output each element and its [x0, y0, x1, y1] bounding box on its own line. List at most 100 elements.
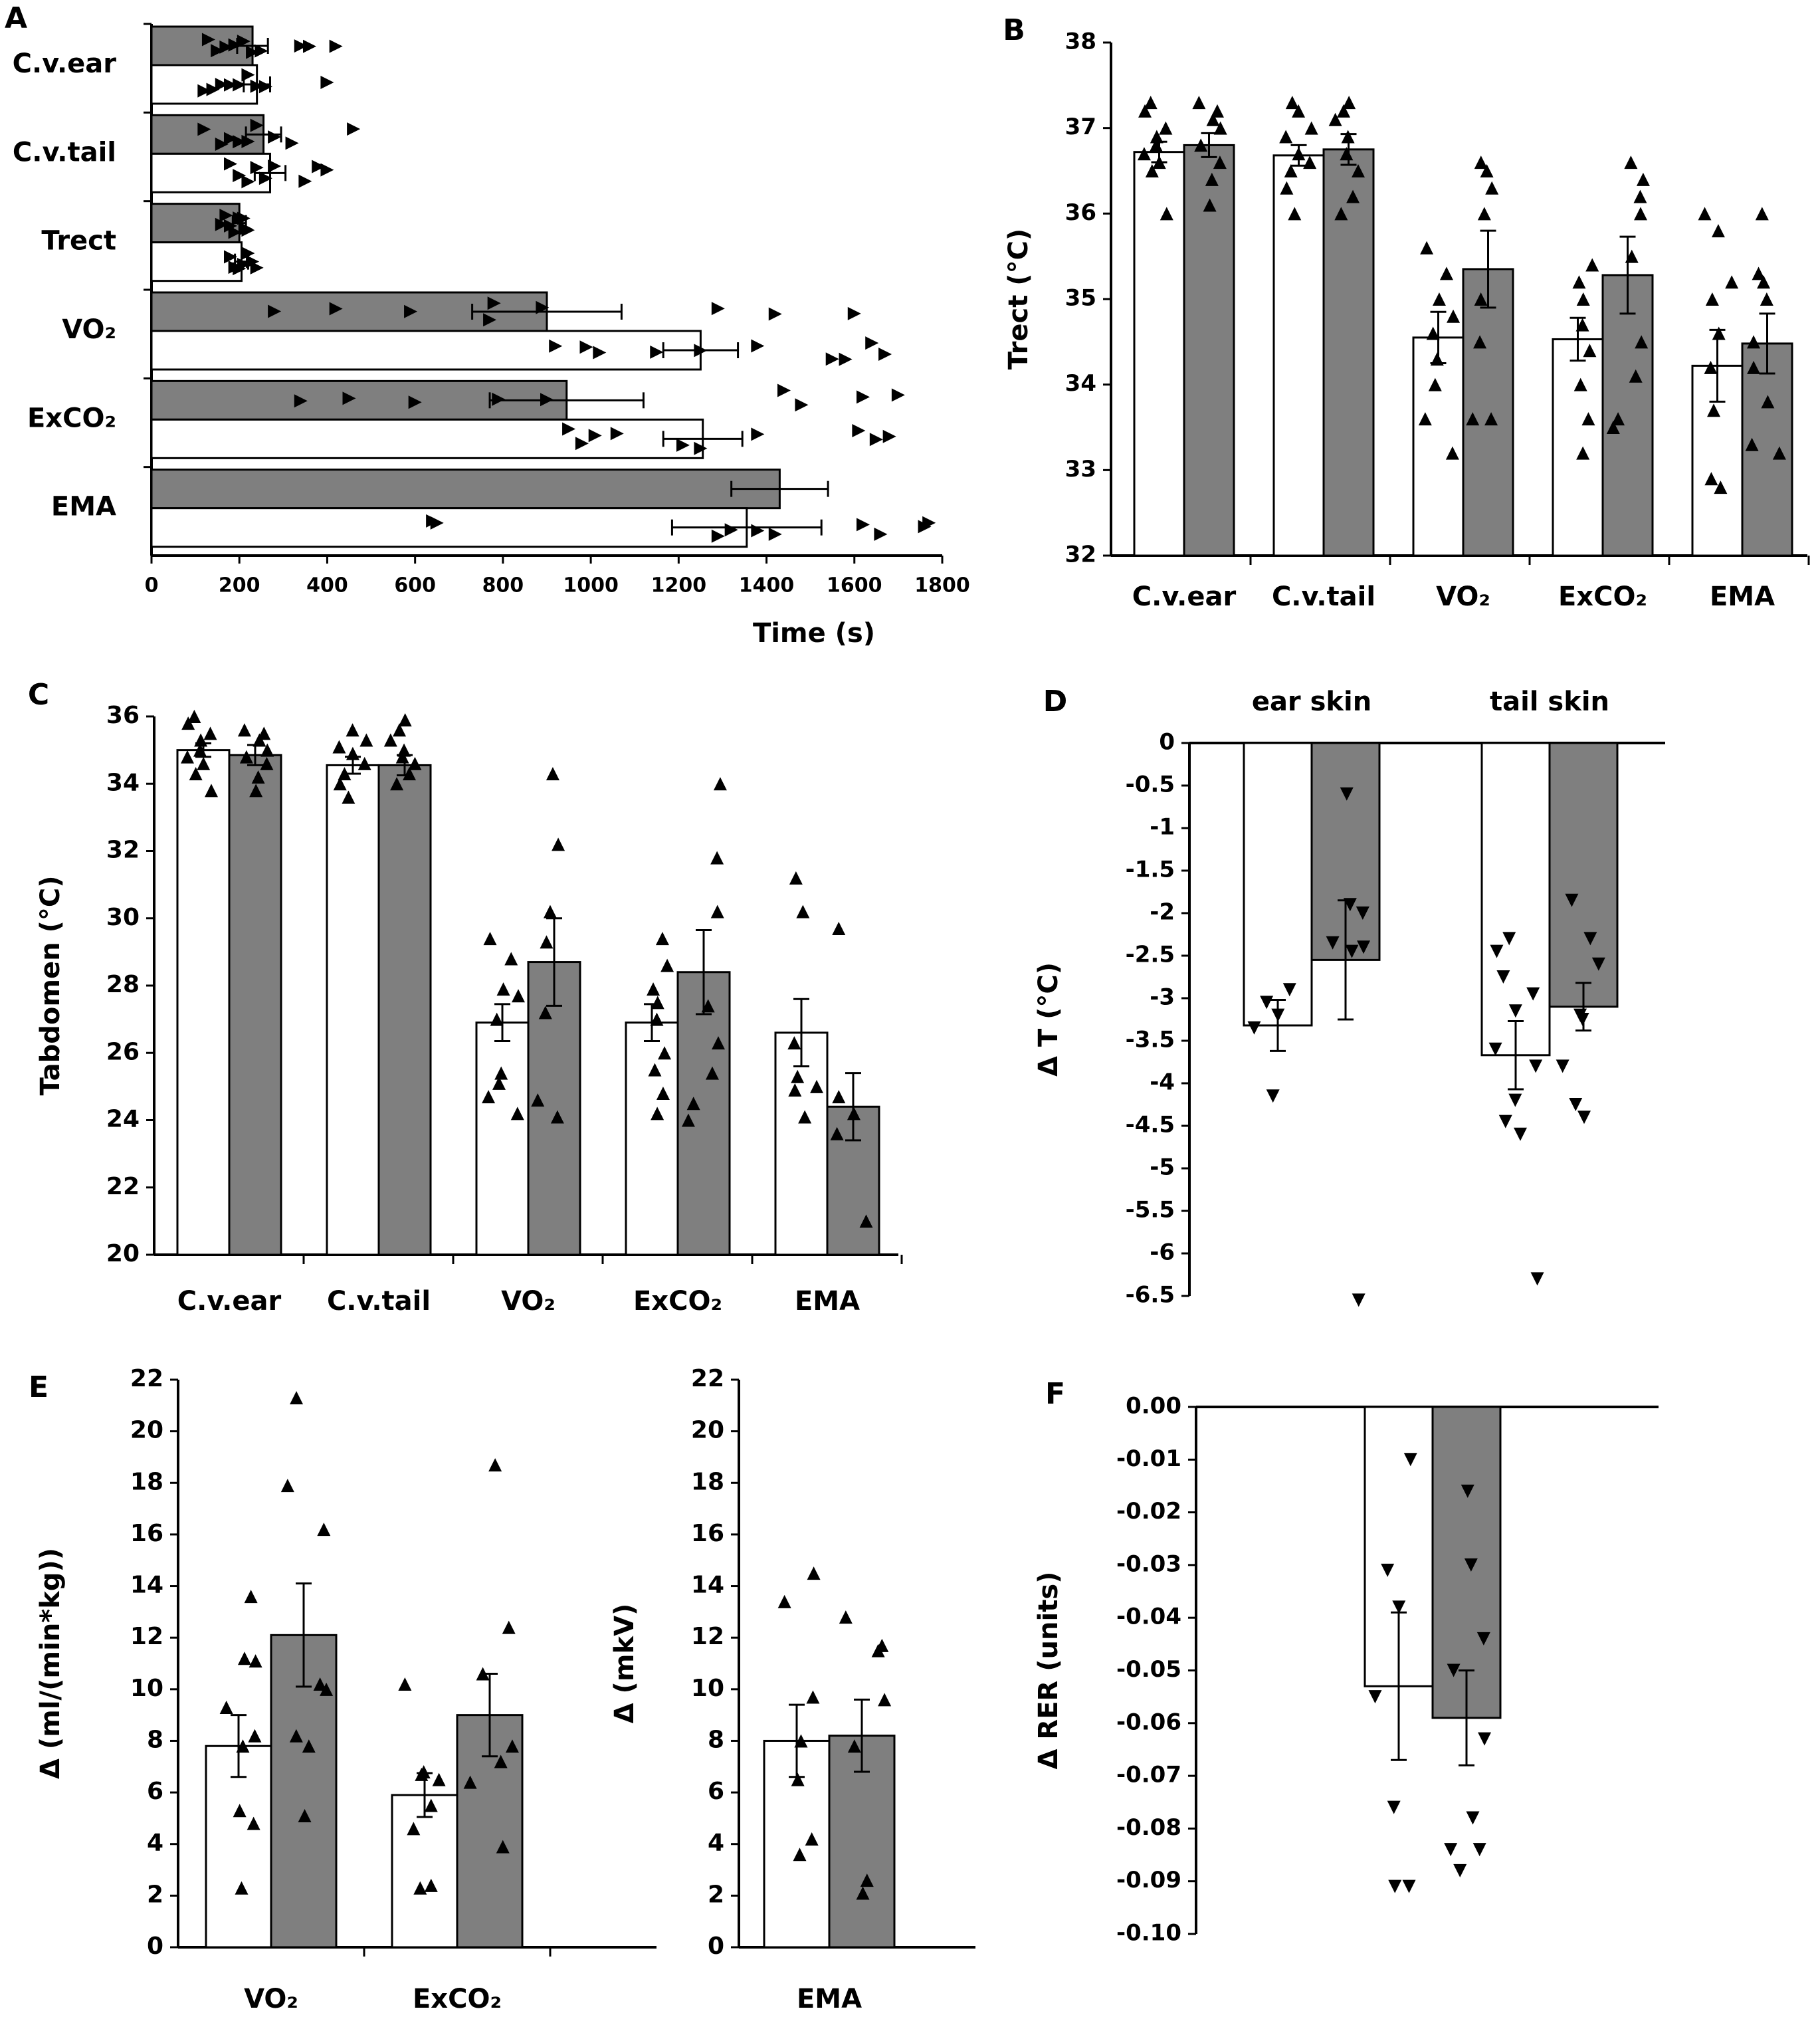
- F-point: [1453, 1863, 1467, 1877]
- E1-point: [237, 1651, 251, 1665]
- E1-point: [290, 1391, 304, 1405]
- A-point: [215, 78, 229, 92]
- C-point: [651, 1107, 664, 1120]
- B-point: [1304, 121, 1318, 135]
- E1-point: [488, 1458, 502, 1472]
- A-xtick-label: 400: [306, 574, 348, 597]
- B-ytick-label: 32: [1065, 542, 1096, 568]
- C-point: [552, 837, 565, 851]
- C-point: [490, 1012, 504, 1026]
- C-point: [189, 767, 203, 781]
- A-point: [847, 306, 861, 320]
- A-point: [347, 122, 361, 136]
- E1-ylabel: Δ (ml/(min*kg)): [35, 1548, 66, 1779]
- B-point: [1625, 249, 1639, 263]
- A-point: [224, 132, 237, 146]
- B-point: [1480, 164, 1494, 177]
- A-point: [562, 422, 576, 436]
- B-point: [1745, 437, 1759, 451]
- A-point: [922, 516, 936, 530]
- E1-ytick-label: 22: [130, 1365, 163, 1392]
- B-point: [1303, 156, 1317, 169]
- A-point: [650, 345, 664, 359]
- E2-point: [794, 1734, 808, 1748]
- D-ytick-label: -2: [1150, 899, 1175, 926]
- A-point: [724, 523, 738, 537]
- D-point: [1530, 1272, 1544, 1286]
- B-point: [1192, 96, 1206, 110]
- C-point: [710, 851, 724, 865]
- C-point: [810, 1079, 824, 1093]
- C-point: [395, 750, 409, 764]
- A-point: [237, 211, 251, 225]
- B-ytick-label: 38: [1065, 29, 1096, 55]
- B-point: [1466, 412, 1480, 426]
- B-point: [1342, 96, 1356, 110]
- E1-point: [235, 1881, 249, 1895]
- A-point: [825, 352, 839, 366]
- B-bar-open: [1552, 338, 1604, 557]
- C-bar-filled: [676, 971, 731, 1256]
- C-point: [239, 750, 253, 764]
- E2-point: [807, 1566, 821, 1580]
- E1-point: [289, 1729, 303, 1743]
- A-point: [246, 45, 260, 59]
- A-point: [711, 302, 725, 316]
- D-point: [1357, 940, 1371, 954]
- E1-point: [317, 1523, 331, 1537]
- C-point: [788, 1083, 802, 1097]
- B-point: [1160, 207, 1173, 221]
- A-point: [258, 171, 272, 185]
- F-ytick-label: -0.10: [1116, 1920, 1181, 1947]
- E2-ytick-label: 0: [708, 1933, 724, 1960]
- C-point: [512, 989, 526, 1003]
- E1-point: [313, 1677, 327, 1691]
- D-category-label: ear skin: [1252, 687, 1371, 717]
- F-point: [1478, 1732, 1492, 1746]
- C-point: [550, 1110, 564, 1124]
- F-ytick-label: -0.04: [1116, 1604, 1181, 1630]
- A-point: [751, 339, 765, 353]
- D-point: [1569, 1098, 1583, 1111]
- E2-ytick-label: 6: [708, 1778, 724, 1805]
- D-bar-open: [1243, 742, 1313, 1027]
- B-point: [1760, 292, 1773, 306]
- E1-category-label: ExCO₂: [413, 1984, 502, 2014]
- A-xtick-label: 1000: [563, 574, 619, 597]
- B-point: [1346, 189, 1360, 203]
- C-point: [359, 733, 373, 747]
- E1-point: [494, 1755, 508, 1768]
- A-point: [224, 157, 237, 171]
- C-ytick-label: 36: [106, 702, 140, 729]
- D-point: [1266, 1089, 1280, 1103]
- E2-ytick-label: 20: [691, 1417, 724, 1444]
- B-point: [1445, 446, 1459, 460]
- D-bar-open: [1480, 742, 1551, 1057]
- B-point: [1280, 181, 1294, 195]
- C-ytick-label: 28: [106, 971, 140, 998]
- A-point: [241, 247, 255, 261]
- E1-ytick-label: 0: [147, 1933, 163, 1960]
- A-bar-open: [150, 330, 702, 371]
- C-point: [249, 784, 263, 798]
- C-point: [543, 905, 557, 918]
- C-point: [342, 790, 355, 804]
- A-panel-label: A: [5, 1, 27, 35]
- C-category-label: EMA: [795, 1286, 860, 1317]
- C-point: [482, 1090, 496, 1104]
- D-ytick-label: -1.5: [1126, 857, 1175, 883]
- B-point: [1572, 275, 1586, 289]
- B-point: [1624, 156, 1638, 169]
- D-point: [1508, 1093, 1522, 1107]
- C-ytick-label: 30: [106, 904, 140, 931]
- B-point: [1485, 181, 1499, 195]
- B-point: [1159, 121, 1173, 135]
- B-category-label: C.v.tail: [1272, 582, 1375, 612]
- E2-point: [860, 1873, 874, 1887]
- B-point: [1761, 395, 1775, 409]
- D-ytick-label: -3: [1150, 984, 1175, 1011]
- A-point: [865, 336, 879, 350]
- C-point: [713, 777, 727, 791]
- D-point: [1575, 1013, 1589, 1026]
- B-point: [1704, 472, 1718, 486]
